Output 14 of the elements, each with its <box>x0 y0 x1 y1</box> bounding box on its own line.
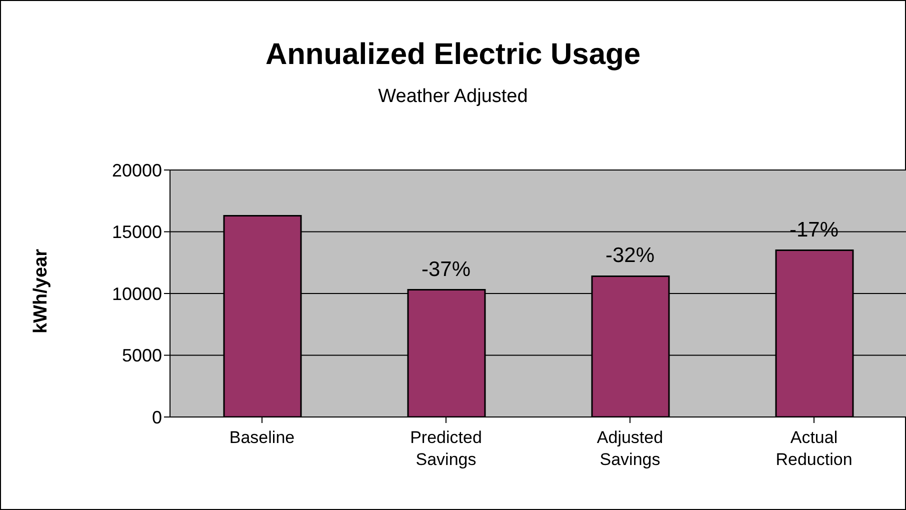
x-tick-label: Adjusted Savings <box>596 428 664 469</box>
chart-title: Annualized Electric Usage <box>264 38 642 72</box>
y-axis-title: kWh/year <box>30 248 52 334</box>
annotation: -37% <box>421 258 471 281</box>
y-tick-label: 5000 <box>122 346 162 366</box>
chart-subtitle: Weather Adjusted <box>377 86 529 108</box>
y-tick-label: 15000 <box>112 222 162 242</box>
y-tick-label: 0 <box>152 407 162 428</box>
x-tick-label: Actual Reduction <box>776 428 852 469</box>
x-tick-label: Predicted Savings <box>410 428 482 469</box>
x-tick-label: Baseline <box>229 428 295 447</box>
y-tick-label: 10000 <box>112 284 162 304</box>
annotation: -32% <box>605 244 655 268</box>
y-tick-label: 20000 <box>112 160 162 180</box>
